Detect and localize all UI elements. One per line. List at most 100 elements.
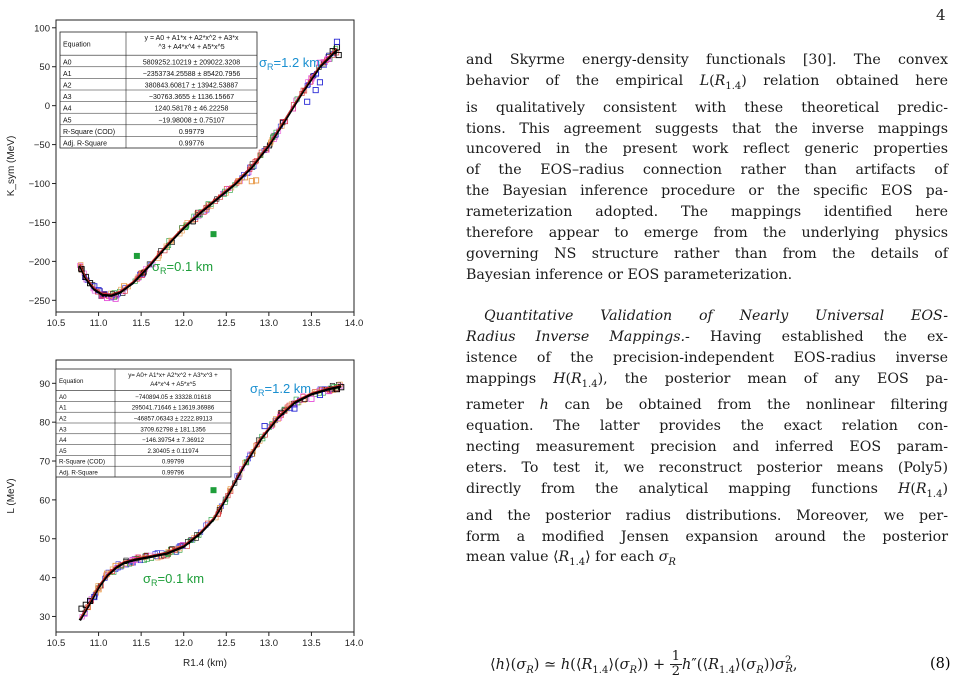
table-value: 295041.71646 ± 13619.36986 — [132, 405, 215, 412]
text-line: tions. This agreement suggests that the … — [466, 120, 948, 137]
data-marker — [316, 79, 323, 86]
sigma-annotation: σR=0.1 km — [143, 571, 204, 588]
x-tick-label: 13.0 — [260, 638, 279, 649]
table-value: −46857.06343 ± 2222.89113 — [134, 416, 213, 423]
table-label: A5 — [59, 448, 67, 455]
table-label: A3 — [59, 426, 67, 433]
table-value: −30763.3655 ± 1136.15667 — [149, 94, 234, 101]
fit-curve — [78, 48, 338, 297]
plot-frame — [55, 359, 355, 633]
sigma-annotation: σR=0.1 km — [152, 259, 213, 276]
table-value: 0.99799 — [162, 459, 185, 466]
y-tick-label: 100 — [34, 23, 50, 34]
text-line: of the EOS–radius connection rather than… — [466, 162, 948, 179]
text-line: rameter h can be obtained from the nonli… — [466, 397, 948, 414]
data-marker — [248, 178, 255, 185]
table-value: 5809252.10219 ± 209022.3208 — [143, 59, 240, 66]
table-value: −19.98008 ± 0.75107 — [158, 117, 224, 124]
x-tick-label: 13.5 — [302, 318, 321, 329]
outlier-point — [210, 231, 217, 238]
text-line: Bayesian inference or EOS parameterizati… — [466, 266, 793, 283]
y-tick-label: −150 — [29, 218, 50, 229]
data-marker — [308, 395, 315, 402]
table-label: Adj. R-Square — [63, 141, 107, 148]
table-value: −146.39754 ± 7.36912 — [142, 437, 205, 444]
text-line: necting measurement precision and inferr… — [466, 439, 948, 456]
table-value: 2.30405 ± 0.11974 — [147, 448, 199, 455]
x-tick-label: 12.5 — [217, 638, 236, 649]
data-marker — [78, 605, 85, 612]
table-label: A1 — [59, 405, 67, 412]
data-marker — [304, 98, 311, 105]
data-marker — [333, 38, 341, 45]
page-number: 4 — [936, 6, 946, 24]
text-line: therefore appear to emerge from the unde… — [466, 225, 948, 242]
x-tick-label: 13.5 — [302, 638, 321, 649]
y-tick-label: 90 — [39, 379, 50, 390]
data-marker — [291, 405, 298, 412]
y-tick-label: −100 — [29, 179, 50, 190]
table-value: −2353734.25588 ± 85420.7956 — [143, 71, 241, 78]
plot-frame — [55, 19, 355, 313]
table-equation: y= A0+ A1*x+ A2*x^2 + A3*x^3 + — [128, 372, 218, 379]
text-line: istence of the precision-independent EOS… — [466, 349, 948, 366]
x-tick-label: 13.0 — [260, 318, 279, 329]
y-tick-label: −50 — [34, 140, 50, 151]
y-tick-label: 40 — [39, 573, 50, 584]
body-text: and Skyrme energy-density functionals [3… — [466, 50, 948, 574]
paragraph-convex-behavior: and Skyrme energy-density functionals [3… — [466, 50, 948, 286]
text-line: and Skyrme energy-density functionals [3… — [466, 52, 948, 68]
text-line: and the posterior radius distributions. … — [466, 507, 948, 524]
text-line: Radius Inverse Mappings.- Having establi… — [466, 328, 948, 345]
table-value: 3709.62798 ± 181.1356 — [140, 426, 206, 433]
text-line: uncovered in the present work reflect ge… — [466, 141, 948, 158]
table-label: A2 — [59, 416, 67, 423]
fit-curve — [78, 385, 342, 621]
equation-body: ⟨h⟩(σR) ≃ h(⟨R1.4⟩(σR)) + 1 2 h″(⟨R1.4⟩(σR… — [490, 649, 798, 679]
table-label: A4 — [63, 106, 72, 113]
series-line — [79, 384, 342, 620]
x-tick-label: 10.5 — [47, 638, 66, 649]
x-tick-label: 14.0 — [345, 318, 364, 329]
table-label: A0 — [63, 59, 72, 66]
y-tick-label: 80 — [39, 418, 50, 429]
x-axis-label: R1.4 (km) — [183, 658, 227, 669]
text-line: equation. The latter provides the exact … — [466, 418, 948, 435]
x-tick-label: 11.5 — [132, 318, 150, 329]
text-line: directly from the analytical mapping fun… — [466, 480, 948, 500]
table-value: 0.99776 — [179, 141, 204, 148]
table-label: A5 — [63, 117, 72, 124]
series-line — [79, 47, 338, 295]
data-marker — [112, 295, 119, 302]
text-line: mappings H(R1.4), the posterior mean of … — [466, 370, 948, 390]
text-line: is qualitatively consistent with these t… — [466, 99, 948, 116]
table-value: 1240.58178 ± 46.22258 — [155, 106, 229, 113]
table-value: 0.99796 — [162, 470, 185, 477]
table-label: Equation — [59, 378, 84, 385]
y-axis-label: L (MeV) — [6, 478, 17, 513]
table-label: Adj. R-Square — [59, 470, 98, 477]
table-equation: ^3 + A4*x^4 + A5*x^5 — [158, 44, 224, 51]
table-label: A1 — [63, 71, 72, 78]
text-line: rameterization adopted. The mappings ide… — [466, 204, 948, 221]
table-label: A3 — [63, 94, 72, 101]
table-value: 0.99779 — [179, 129, 204, 136]
sigma-annotation: σR=1.2 km — [259, 55, 320, 72]
table-label: R-Square (COD) — [59, 459, 105, 466]
x-tick-label: 12.0 — [174, 318, 193, 329]
text-line: form a modified Jensen expansion around … — [466, 528, 948, 545]
table-label: A2 — [63, 83, 72, 90]
table-value: 380843.60817 ± 13942.53887 — [145, 83, 238, 90]
text-line: governing NS structure rather than from … — [466, 245, 948, 262]
text-line: the Bayesian inference procedure or the … — [466, 183, 948, 200]
table-label: R-Square (COD) — [63, 129, 115, 136]
y-axis-label: K_sym (MeV) — [6, 136, 17, 197]
y-tick-label: 50 — [39, 534, 50, 545]
data-marker — [335, 51, 342, 59]
y-tick-label: 60 — [39, 495, 50, 506]
table-value: −740894.05 ± 33328.01618 — [135, 394, 211, 401]
y-tick-label: 50 — [39, 62, 50, 73]
data-marker — [285, 406, 291, 412]
